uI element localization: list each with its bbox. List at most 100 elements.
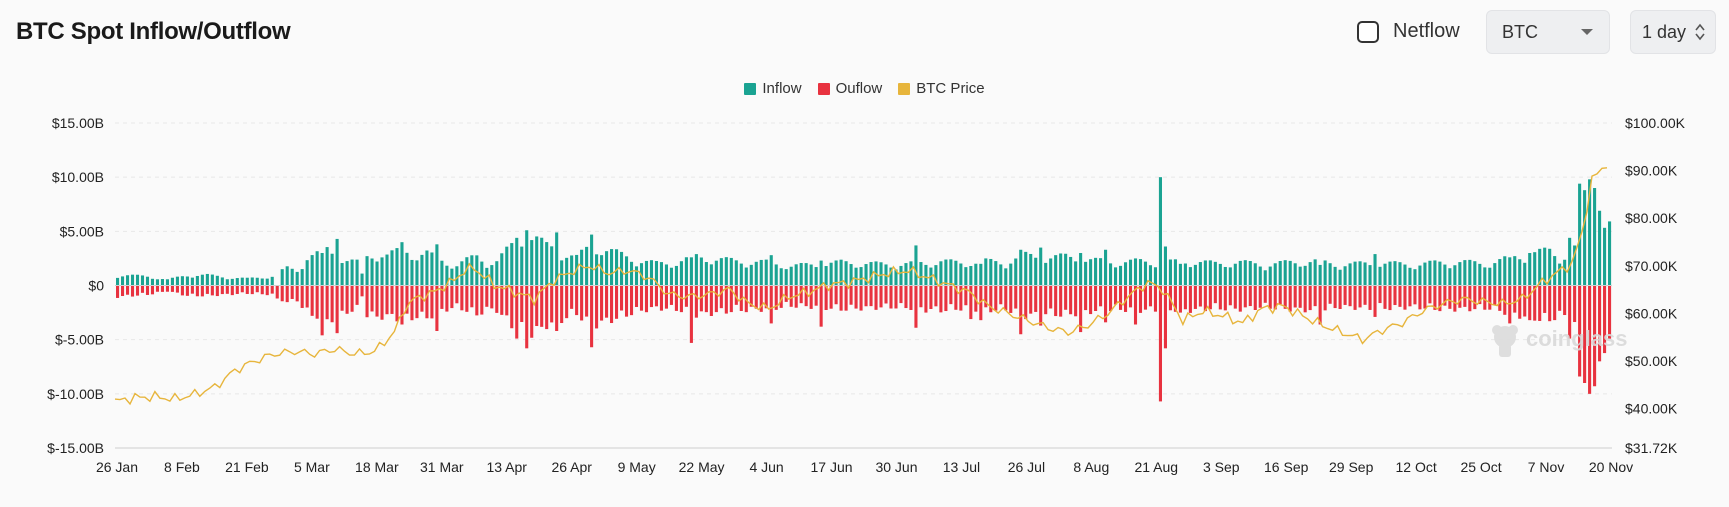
outflow-bar <box>1408 285 1412 307</box>
inflow-bar <box>754 261 758 286</box>
outflow-bar <box>1503 285 1507 315</box>
inflow-bar <box>1603 227 1607 286</box>
outflow-bar <box>265 285 269 296</box>
interval-select[interactable]: 1 day <box>1630 10 1716 54</box>
inflow-bar <box>1523 262 1527 286</box>
outflow-bar <box>929 285 933 309</box>
inflow-bar <box>784 269 788 286</box>
inflow-bar <box>140 275 145 286</box>
inflow-bar <box>1228 267 1232 286</box>
inflow-bar <box>595 254 599 286</box>
outflow-bar <box>1493 285 1497 306</box>
outflow-bar <box>170 285 174 292</box>
outflow-bar <box>1039 285 1043 326</box>
inflow-bar <box>954 260 958 286</box>
inflow-bar <box>585 246 589 286</box>
outflow-bar <box>495 285 499 313</box>
outflow-bar <box>130 285 135 297</box>
outflow-bar <box>1248 285 1252 307</box>
outflow-bar <box>889 285 893 309</box>
outflow-bar <box>624 285 629 317</box>
asset-select-value: BTC <box>1502 21 1538 42</box>
legend-outflow[interactable]: Ouflow <box>817 80 882 97</box>
outflow-bar <box>300 285 304 308</box>
inflow-bar <box>355 259 359 286</box>
inflow-bar <box>215 275 219 286</box>
outflow-bar <box>779 285 783 308</box>
inflow-bar <box>415 260 419 286</box>
inflow-bar <box>1388 261 1392 286</box>
inflow-bar <box>285 266 289 286</box>
outflow-bar <box>1193 285 1197 309</box>
inflow-bar <box>1538 248 1542 286</box>
legend-inflow[interactable]: Inflow <box>744 80 802 97</box>
inflow-bar <box>590 234 594 286</box>
right-axis-tick: $40.00K <box>1625 401 1678 417</box>
outflow-bar <box>545 285 549 330</box>
inflow-bar <box>809 264 813 286</box>
inflow-bar <box>1493 263 1497 286</box>
outflow-bar <box>1258 285 1262 308</box>
inflow-bar <box>1518 259 1522 286</box>
outflow-bar <box>1593 285 1597 387</box>
outflow-bar <box>330 285 334 323</box>
outflow-bar <box>1443 285 1447 306</box>
left-axis-tick: $0 <box>88 278 104 294</box>
inflow-bar <box>290 268 294 286</box>
outflow-bar <box>749 285 753 307</box>
outflow-bar <box>1583 285 1587 383</box>
legend-inflow-swatch <box>744 82 757 95</box>
inflow-bar <box>904 263 908 286</box>
outflow-bar <box>315 285 319 319</box>
inflow-bar <box>664 264 668 286</box>
outflow-bar <box>1588 285 1592 394</box>
inflow-bar <box>1578 183 1582 286</box>
netflow-toggle[interactable]: Netflow <box>1357 20 1460 43</box>
outflow-bar <box>425 285 429 319</box>
outflow-bar <box>1278 285 1282 305</box>
legend-price[interactable]: BTC Price <box>898 80 985 97</box>
inflow-bar <box>455 266 459 286</box>
inflow-bar <box>1183 263 1187 286</box>
outflow-bar <box>829 285 833 309</box>
outflow-bar <box>220 285 224 295</box>
outflow-bar <box>1458 285 1462 308</box>
inflow-bar <box>1343 266 1347 286</box>
outflow-bar <box>1488 285 1492 310</box>
outflow-bar <box>1049 285 1053 309</box>
outflow-bar <box>1608 285 1612 339</box>
inflow-bar <box>130 274 135 286</box>
outflow-bar <box>824 285 828 310</box>
inflow-bar <box>944 259 948 286</box>
outflow-bar <box>180 285 184 296</box>
outflow-bar <box>590 285 594 348</box>
inflow-bar <box>994 261 998 286</box>
outflow-bar <box>629 285 634 316</box>
inflow-bar <box>939 261 943 286</box>
inflow-bar <box>555 232 559 286</box>
outflow-bar <box>1243 285 1247 308</box>
outflow-bar <box>355 285 359 305</box>
inflow-bar <box>779 268 783 286</box>
outflow-bar <box>350 285 354 312</box>
inflow-bar <box>669 267 673 286</box>
outflow-bar <box>859 285 863 311</box>
inflow-bar <box>1104 249 1108 286</box>
inflow-bar <box>315 251 319 286</box>
outflow-bar <box>145 285 150 295</box>
inflow-bar <box>634 266 639 286</box>
legend-inflow-label: Inflow <box>762 80 802 97</box>
inflow-bar <box>390 250 394 286</box>
netflow-checkbox[interactable] <box>1357 20 1379 43</box>
outflow-bar <box>375 285 379 317</box>
asset-select[interactable]: BTC <box>1486 10 1610 54</box>
inflow-bar <box>1468 259 1472 286</box>
outflow-bar <box>435 285 439 331</box>
inflow-bar <box>919 262 923 286</box>
outflow-bar <box>1128 285 1133 308</box>
outflow-bar <box>759 285 763 312</box>
outflow-bar <box>1143 285 1148 310</box>
right-axis-tick: $60.00K <box>1625 305 1678 321</box>
inflow-bar <box>1029 253 1033 286</box>
inflow-bar <box>864 264 868 286</box>
